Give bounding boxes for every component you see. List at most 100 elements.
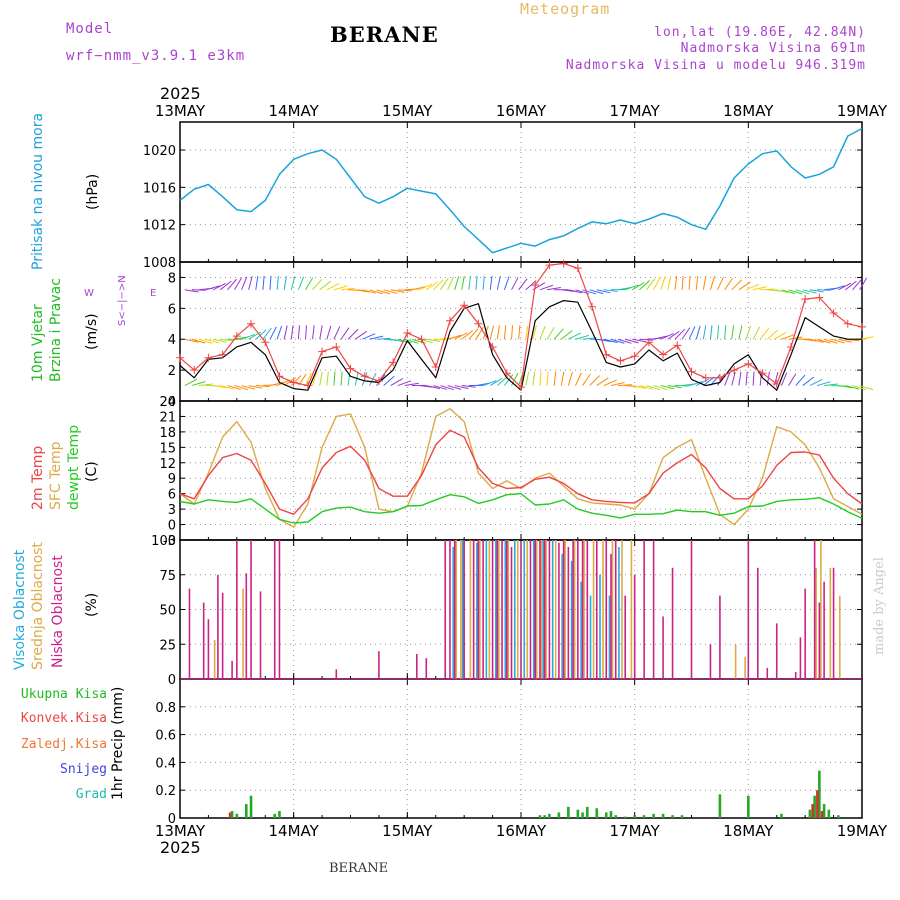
wind-ytick-label: 8 (168, 271, 176, 286)
total-precip-bar (837, 815, 840, 818)
wind-arrow (568, 289, 583, 294)
wind-arrow (639, 280, 651, 291)
wind-arrow (290, 276, 296, 290)
wind-arrow (603, 289, 618, 292)
wind-arrow (809, 378, 823, 387)
wind-arrow (781, 289, 796, 294)
wind-arrow (809, 289, 824, 293)
wind-arrow (461, 330, 474, 340)
total-precip-bar (548, 813, 551, 818)
wind-gust-marker (744, 359, 753, 368)
wind-arrow (404, 382, 419, 387)
wind-arrow (319, 371, 323, 386)
wind-arrow (596, 289, 611, 294)
total-precip-bar (609, 811, 613, 818)
total-precip-bar (827, 809, 831, 818)
wind-arrow (575, 334, 590, 340)
wind-arrow (205, 285, 220, 291)
wind-gust-marker (204, 353, 213, 362)
wind-arrow (397, 380, 412, 387)
wind-arrow (468, 328, 479, 340)
dewpt-temp-line (179, 493, 863, 524)
precip-grad-label: Grad (75, 787, 107, 802)
wind-arrow (724, 277, 734, 291)
total-precip-bar (586, 806, 589, 818)
temperature-ytick-label: 15 (159, 441, 176, 456)
wind-ytick-label: 4 (168, 333, 176, 348)
wind-arrow (546, 326, 555, 340)
wind-arrow (660, 333, 674, 340)
wind-arrow (752, 286, 767, 291)
wind-arrow (560, 371, 565, 386)
total-precip-bar (538, 815, 542, 818)
wind-gust-marker (786, 342, 795, 351)
wind-arrow (511, 277, 519, 291)
wind-arrow (518, 325, 521, 340)
wind-arrow (340, 371, 343, 386)
wind-arrow (234, 277, 243, 291)
wind-arrow (774, 331, 787, 340)
wind-gust-marker (389, 358, 398, 367)
x-date-label-bottom: 16MAY (496, 822, 547, 840)
altitude-label: Nadmorska Visina 691m (680, 41, 866, 56)
wind-arrow (390, 338, 405, 343)
wind-arrow (333, 285, 348, 291)
wind-arrow (468, 275, 471, 290)
wind-arrow (738, 325, 743, 340)
wind-arrow (852, 385, 867, 391)
wind-arrow (475, 275, 478, 290)
x-date-label-top: 15MAY (382, 102, 433, 120)
wind-gust-marker (687, 367, 696, 376)
wind-arrow (376, 289, 391, 295)
wind-arrow (326, 283, 340, 291)
total-precip-bar (642, 815, 646, 818)
temperature-ytick-label: 21 (159, 410, 176, 425)
wind-arrow (496, 276, 501, 290)
wind-gust-marker (289, 378, 298, 387)
wind-arrow (496, 375, 509, 386)
wind-gust-marker (545, 261, 554, 270)
wind-arrow (205, 338, 220, 344)
wind-arrow (376, 337, 391, 340)
wind-arrow (532, 325, 537, 340)
2m-temp-line (179, 429, 863, 515)
wind-arrow (731, 279, 743, 291)
wind-gust-marker (445, 316, 454, 325)
wind-arrow (546, 371, 549, 386)
wind-arrow (560, 330, 573, 340)
total-precip-bar (543, 815, 546, 818)
wind-arrow (220, 338, 235, 342)
wind-gust-marker (403, 329, 412, 338)
temperature-ytick-label: 12 (159, 457, 176, 472)
wind-arrow (674, 275, 678, 290)
model-altitude-label: Nadmorska Visina u modelu 946.319m (565, 58, 866, 73)
wind-arrow (745, 371, 748, 386)
year-bottom: 2025 (160, 838, 201, 857)
x-date-label-bottom: 17MAY (610, 822, 661, 840)
wind-gust-marker (303, 381, 312, 390)
wind-arrow (553, 371, 557, 386)
wind-arrow (717, 325, 720, 340)
wind-arrow (688, 275, 691, 290)
wind-arrow (553, 328, 564, 340)
wind-arrow (269, 326, 277, 340)
wind-arrow (482, 275, 485, 290)
wind-arrow (418, 283, 433, 291)
wind-gust-marker (247, 319, 256, 328)
wind-arrow (582, 289, 597, 295)
wind-arrow (759, 327, 770, 340)
wind-arrow (632, 385, 647, 389)
model-label: Model (66, 21, 114, 37)
wind-gust-marker (659, 350, 668, 359)
temperature-ytick-label: 3 (168, 503, 176, 518)
wind-arrow (731, 325, 735, 340)
wind-arrow (433, 279, 444, 291)
precip-ytick-label: 0 (168, 812, 176, 827)
wind-arrow (262, 327, 272, 340)
wind-arrow (219, 280, 232, 291)
wind-arrow (184, 378, 198, 387)
wind-arrow (696, 378, 709, 386)
wind-gust-marker (573, 264, 582, 273)
cloud-ytick-label: 75 (159, 569, 176, 584)
